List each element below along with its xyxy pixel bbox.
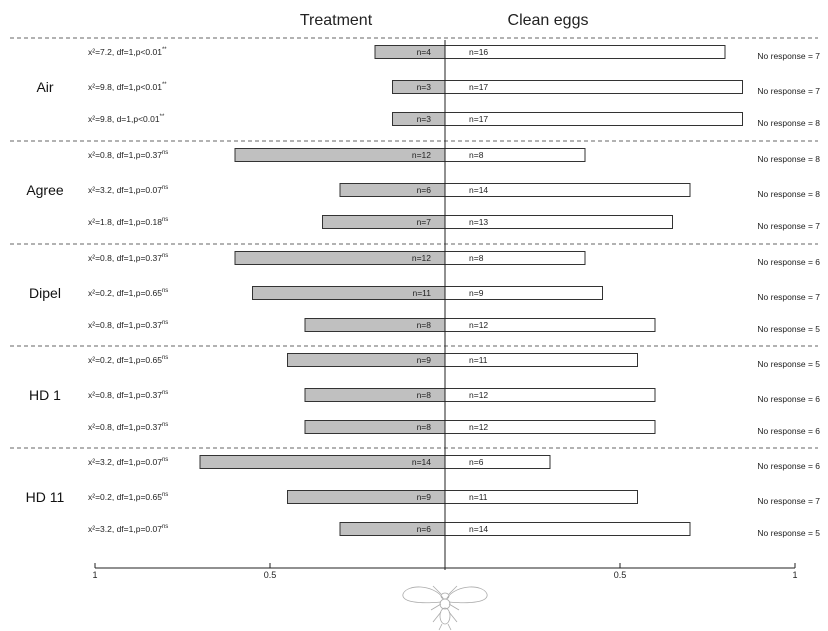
treatment-count-label: n=14 bbox=[412, 457, 431, 467]
chi-square-stat: x²=0.8, df=1,p=0.37ns bbox=[88, 422, 168, 432]
no-response-label: No response = 5 bbox=[757, 528, 820, 538]
treatment-count-label: n=8 bbox=[417, 390, 432, 400]
clean-count-label: n=17 bbox=[469, 82, 488, 92]
chi-square-stat: x²=0.8, df=1,p=0.37ns bbox=[88, 390, 168, 400]
no-response-label: No response = 7 bbox=[757, 86, 820, 96]
no-response-label: No response = 7 bbox=[757, 496, 820, 506]
treatment-count-label: n=12 bbox=[412, 253, 431, 263]
clean-count-label: n=14 bbox=[469, 185, 488, 195]
clean-count-label: n=8 bbox=[469, 150, 484, 160]
group-label: HD 11 bbox=[26, 489, 65, 505]
treatment-bar bbox=[199, 455, 446, 469]
no-response-label: No response = 8 bbox=[757, 154, 820, 164]
no-response-label: No response = 6 bbox=[757, 461, 820, 471]
group-label: Air bbox=[36, 79, 53, 95]
significance-mark: ** bbox=[162, 82, 167, 88]
clean-count-label: n=12 bbox=[469, 422, 488, 432]
significance-mark: ns bbox=[162, 217, 168, 223]
no-response-label: No response = 7 bbox=[757, 221, 820, 231]
chi-square-stat: x²=7.2, df=1,p<0.01** bbox=[88, 47, 167, 57]
x-tick-label: 0.5 bbox=[614, 570, 627, 580]
chi-square-stat: x²=3.2, df=1,p=0.07ns bbox=[88, 185, 168, 195]
chi-square-stat: x²=9.8, df=1,p<0.01** bbox=[88, 82, 167, 92]
no-response-label: No response = 8 bbox=[757, 118, 820, 128]
significance-mark: ns bbox=[162, 185, 168, 191]
significance-mark: ns bbox=[162, 524, 168, 530]
clean-count-label: n=11 bbox=[469, 492, 488, 502]
chi-square-stat: x²=1.8, df=1,p=0.18ns bbox=[88, 217, 168, 227]
clean-count-label: n=9 bbox=[469, 288, 484, 298]
x-tick-label: 1 bbox=[792, 570, 797, 580]
clean-eggs-bar bbox=[444, 455, 551, 469]
chi-square-stat: x²=0.2, df=1,p=0.65ns bbox=[88, 355, 168, 365]
no-response-label: No response = 7 bbox=[757, 292, 820, 302]
clean-count-label: n=11 bbox=[469, 355, 488, 365]
significance-mark: ns bbox=[162, 492, 168, 498]
clean-eggs-bar bbox=[444, 112, 743, 126]
treatment-count-label: n=6 bbox=[417, 185, 432, 195]
group-label: HD 1 bbox=[29, 387, 61, 403]
no-response-label: No response = 6 bbox=[757, 426, 820, 436]
clean-count-label: n=6 bbox=[469, 457, 484, 467]
chi-square-stat: x²=0.8, df=1,p=0.37ns bbox=[88, 320, 168, 330]
treatment-count-label: n=8 bbox=[417, 320, 432, 330]
treatment-count-label: n=8 bbox=[417, 422, 432, 432]
chi-square-stat: x²=0.8, df=1,p=0.37ns bbox=[88, 253, 168, 263]
significance-mark: ns bbox=[162, 288, 168, 294]
treatment-count-label: n=7 bbox=[417, 217, 432, 227]
treatment-count-label: n=12 bbox=[412, 150, 431, 160]
no-response-label: No response = 5 bbox=[757, 324, 820, 334]
clean-count-label: n=14 bbox=[469, 524, 488, 534]
treatment-count-label: n=6 bbox=[417, 524, 432, 534]
treatment-count-label: n=9 bbox=[417, 355, 432, 365]
significance-mark: ** bbox=[160, 114, 165, 120]
chi-square-stat: x²=0.2, df=1,p=0.65ns bbox=[88, 288, 168, 298]
significance-mark: ns bbox=[162, 422, 168, 428]
significance-mark: ** bbox=[162, 47, 167, 53]
no-response-label: No response = 5 bbox=[757, 359, 820, 369]
plot-area: Air x²=7.2, df=1,p<0.01** n=4 n=16 No respon… bbox=[10, 37, 820, 538]
clean-count-label: n=16 bbox=[469, 47, 488, 57]
no-response-label: No response = 6 bbox=[757, 394, 820, 404]
group-label: Dipel bbox=[29, 285, 61, 301]
treatment-count-label: n=3 bbox=[417, 114, 432, 124]
treatment-count-label: n=3 bbox=[417, 82, 432, 92]
chi-square-stat: x²=0.2, df=1,p=0.65ns bbox=[88, 492, 168, 502]
significance-mark: ns bbox=[162, 390, 168, 396]
significance-mark: ns bbox=[162, 355, 168, 361]
treatment-header: Treatment bbox=[300, 12, 373, 29]
chi-square-stat: x²=9.8, d=1,p<0.01** bbox=[88, 114, 165, 124]
clean-count-label: n=13 bbox=[469, 217, 488, 227]
clean-eggs-bar bbox=[444, 148, 586, 162]
no-response-label: No response = 6 bbox=[757, 257, 820, 267]
significance-mark: ns bbox=[162, 320, 168, 326]
clean-eggs-bar bbox=[444, 80, 743, 94]
significance-mark: ns bbox=[162, 253, 168, 259]
clean-count-label: n=8 bbox=[469, 253, 484, 263]
significance-mark: ns bbox=[162, 150, 168, 156]
chi-square-stat: x²=3.2, df=1,p=0.07ns bbox=[88, 457, 168, 467]
chi-square-stat: x²=0.8, df=1,p=0.37ns bbox=[88, 150, 168, 160]
treatment-count-label: n=11 bbox=[412, 288, 431, 298]
no-response-label: No response = 8 bbox=[757, 189, 820, 199]
clean-count-label: n=12 bbox=[469, 390, 488, 400]
treatment-count-label: n=4 bbox=[417, 47, 432, 57]
x-axis: 1 0.5 0.5 1 bbox=[92, 563, 798, 580]
clean-count-label: n=17 bbox=[469, 114, 488, 124]
treatment-bar bbox=[374, 45, 446, 59]
group-label: Agree bbox=[26, 182, 64, 198]
chi-square-stat: x²=3.2, df=1,p=0.07ns bbox=[88, 524, 168, 534]
clean-eggs-header: Clean eggs bbox=[508, 12, 589, 29]
x-tick-label: 1 bbox=[92, 570, 97, 580]
no-response-label: No response = 7 bbox=[757, 51, 820, 61]
significance-mark: ns bbox=[162, 457, 168, 463]
clean-eggs-bar bbox=[444, 251, 586, 265]
wasp-icon bbox=[402, 585, 488, 631]
clean-count-label: n=12 bbox=[469, 320, 488, 330]
treatment-count-label: n=9 bbox=[417, 492, 432, 502]
x-tick-label: 0.5 bbox=[264, 570, 277, 580]
